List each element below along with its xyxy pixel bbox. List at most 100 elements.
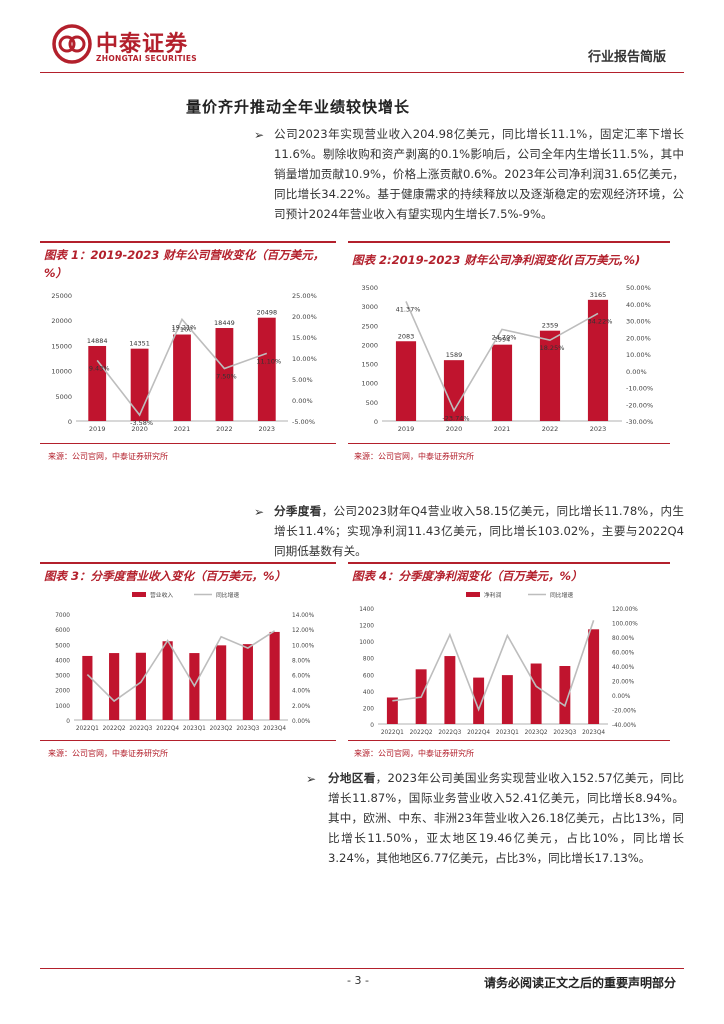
paragraph-regional-lead: 分地区看	[328, 771, 376, 785]
x-tick-label: 2023Q3	[236, 726, 259, 732]
bar	[257, 317, 276, 421]
y-tick-label: 3500	[361, 284, 378, 292]
y2-tick-label: 100.00%	[612, 622, 638, 628]
x-tick-label: 2021	[174, 425, 191, 433]
bar	[444, 656, 456, 724]
paragraph-annual: 公司2023年实现营业收入204.98亿美元，同比增长11.1%，固定汇率下增长…	[274, 127, 684, 221]
y2-tick-label: 0.00%	[292, 719, 311, 725]
x-tick-label: 2020	[446, 425, 463, 433]
y2-tick-label: -20.00%	[626, 401, 653, 409]
bar	[173, 334, 191, 421]
paragraph-regional-text: ，2023年公司美国业务实现营业收入152.57亿美元，同比增长11.87%，国…	[328, 771, 684, 865]
figure-1-title: 图表 1：2019-2023 财年公司营收变化（百万美元，%）	[44, 248, 325, 280]
figure-2-source: 来源：公司官网，中泰证券研究所	[354, 452, 474, 461]
bar-value-label: 1994	[494, 336, 511, 344]
paragraph-quarterly-text: ，公司2023财年Q4营业收入58.15亿美元，同比增长11.78%，内生增长1…	[274, 504, 684, 558]
y-tick-label: 800	[363, 657, 374, 663]
y-tick-label: 0	[370, 723, 374, 729]
y-tick-label: 0	[68, 418, 72, 426]
logo-mark-icon	[52, 24, 92, 64]
figure-4-source: 来源：公司官网，中泰证券研究所	[354, 749, 474, 758]
line-value-label: 18.25%	[540, 344, 565, 352]
report-type-label: 行业报告简版	[587, 50, 666, 65]
y2-tick-label: 4.00%	[292, 689, 311, 695]
bar	[82, 655, 93, 720]
footer-divider	[40, 968, 684, 969]
x-tick-label: 2022Q1	[76, 726, 99, 732]
logo-text-en: ZHONGTAI SECURITIES	[96, 54, 197, 63]
y-tick-label: 3000	[55, 674, 70, 680]
x-tick-label: 2022Q3	[129, 726, 152, 732]
line-value-label: 19.21%	[172, 323, 197, 331]
bar	[587, 299, 609, 421]
bar-value-label: 14351	[129, 340, 150, 348]
bar	[539, 330, 561, 421]
y2-tick-label: 80.00%	[612, 636, 635, 642]
bar-value-label: 17160	[172, 326, 193, 334]
bar	[386, 697, 398, 724]
figure-3-chart: 0 1000 2000 3000 4000 5000 6000 7000 0.00% 2.00% 4…	[55, 591, 314, 732]
legend-bar-label: 净利润	[484, 591, 502, 599]
x-tick-label: 2021	[494, 425, 511, 433]
y-tick-label: 0	[66, 719, 70, 725]
y2-tick-label: 25.00%	[292, 292, 317, 300]
bar	[130, 348, 149, 421]
legend-bar-swatch	[132, 592, 146, 597]
line-value-label: 9.43%	[89, 364, 110, 372]
y-tick-label: 600	[363, 673, 374, 679]
y2-tick-label: -20.00%	[612, 709, 637, 715]
figure-1-chart: 0 5000 10000 15000 20000 25000 -5.00% 0.00% 5.00…	[51, 292, 317, 433]
y-tick-label: 2500	[361, 322, 378, 330]
y-tick-label: 500	[366, 399, 378, 407]
x-tick-label: 2022Q1	[381, 730, 404, 736]
bar	[443, 360, 465, 421]
y-tick-label: 2000	[361, 341, 378, 349]
y-tick-label: 1200	[359, 624, 374, 630]
y-tick-label: 7000	[55, 613, 70, 619]
line-value-label: 41.37%	[396, 305, 421, 313]
line-value-label: 11.10%	[256, 357, 281, 365]
bar	[135, 652, 146, 720]
bar	[501, 675, 513, 724]
y-tick-label: 4000	[55, 658, 70, 664]
bullet-arrow-icon: ➢	[306, 772, 317, 786]
y2-tick-label: 6.00%	[292, 674, 311, 680]
y2-tick-label: 10.00%	[626, 351, 651, 359]
y-tick-label: 0	[374, 418, 378, 426]
x-tick-label: 2023Q4	[263, 726, 286, 732]
bar-value-label: 3165	[590, 291, 607, 299]
y-tick-label: 6000	[55, 628, 70, 634]
y2-tick-label: 2.00%	[292, 704, 311, 710]
paragraph-regional: 分地区看，2023年公司美国业务实现营业收入152.57亿美元，同比增长11.8…	[328, 768, 684, 868]
figure-3-title: 图表 3：分季度营业收入变化（百万美元，%）	[44, 569, 287, 583]
bar-value-label: 2083	[398, 332, 415, 340]
bar-value-label: 1589	[446, 351, 463, 359]
x-tick-label: 2022	[542, 425, 559, 433]
bar	[88, 345, 107, 421]
y2-tick-label: 8.00%	[292, 658, 311, 664]
figure-2-chart: 0 500 1000 1500 2000 2500 3000 3500 -30.00% -20.0…	[361, 284, 653, 433]
x-tick-label: 2023Q1	[496, 730, 519, 736]
x-tick-label: 2023Q2	[525, 730, 548, 736]
y-tick-label: 1400	[359, 607, 374, 613]
figure-4-chart: 0 200 400 600 800 1000 1200 1400 -40.00% -20.00% 0…	[359, 591, 638, 736]
y2-tick-label: -40.00%	[612, 723, 637, 729]
figure-1: 图表 1：2019-2023 财年公司营收变化（百万美元，%） 0 5000 100…	[40, 241, 336, 444]
bar	[530, 663, 542, 724]
x-tick-label: 2022Q3	[438, 730, 461, 736]
x-tick-label: 2023Q4	[582, 730, 605, 736]
y2-tick-label: 30.00%	[626, 318, 651, 326]
bar-value-label: 2359	[542, 322, 559, 330]
bar	[162, 641, 173, 720]
bar	[269, 631, 280, 720]
y2-tick-label: 0.00%	[612, 694, 631, 700]
y-tick-label: 1000	[361, 380, 378, 388]
x-tick-label: 2022	[216, 425, 233, 433]
bar-value-label: 18449	[214, 319, 235, 327]
figure-1-source: 来源：公司官网，中泰证券研究所	[48, 452, 168, 461]
legend-bar-label: 营业收入	[150, 591, 173, 599]
y-tick-label: 1000	[55, 704, 70, 710]
y-tick-label: 25000	[51, 292, 72, 300]
x-tick-label: 2023	[590, 425, 607, 433]
y2-tick-label: 15.00%	[292, 334, 317, 342]
